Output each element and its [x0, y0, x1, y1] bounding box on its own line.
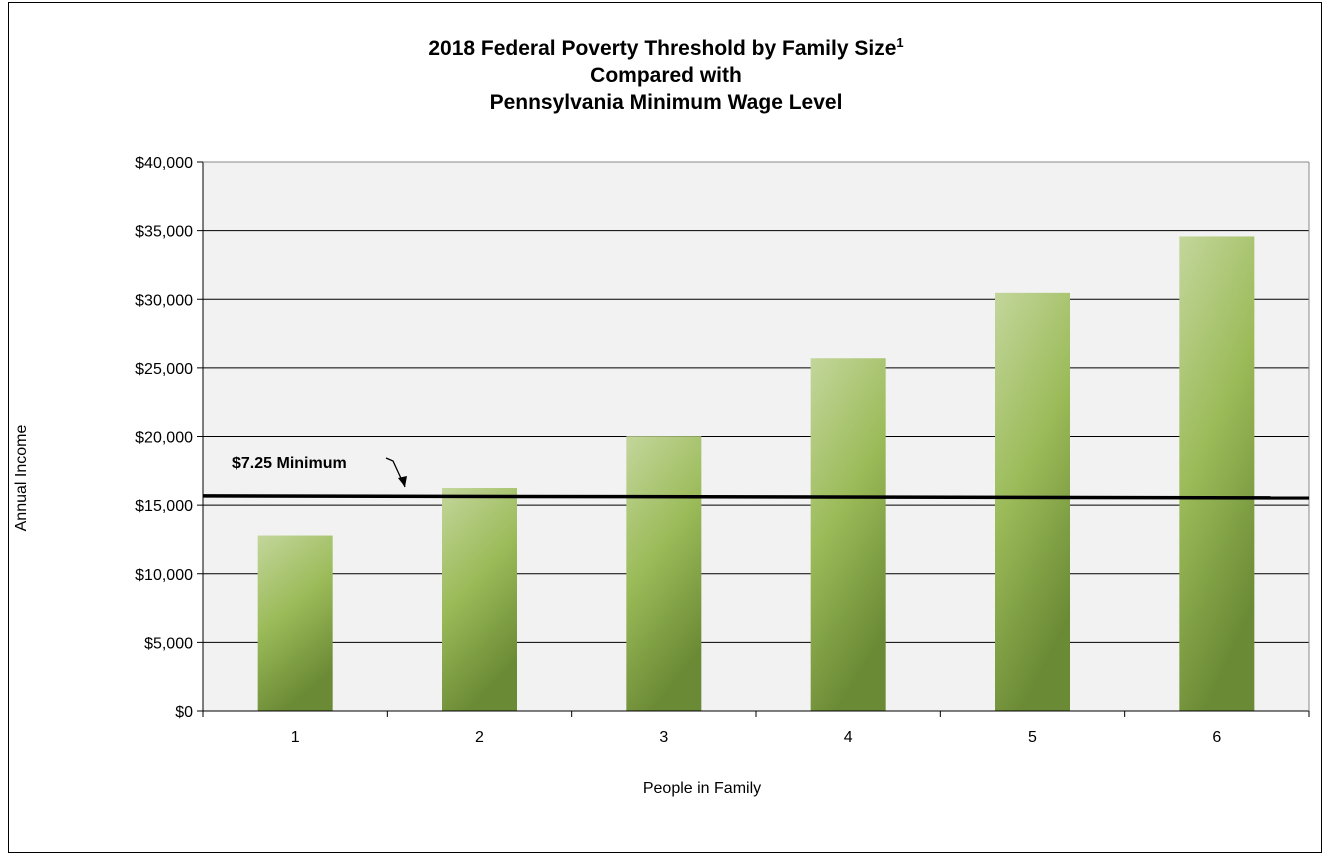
- title-line-3: Pennsylvania Minimum Wage Level: [489, 91, 843, 114]
- y-tick-label: $30,000: [135, 292, 193, 309]
- title-footnote: 1: [896, 35, 904, 50]
- y-tick-label: $5,000: [144, 635, 193, 652]
- x-tick-label: 5: [1028, 729, 1037, 746]
- x-tick-label: 2: [475, 729, 484, 746]
- minimum-wage-label: $7.25 Minimum: [232, 455, 347, 472]
- bar: [626, 436, 702, 711]
- x-tick-label: 4: [844, 729, 853, 746]
- chart-title: 2018 Federal Poverty Threshold by Family…: [9, 29, 1323, 116]
- x-tick-label: 3: [659, 729, 668, 746]
- y-tick-label: $40,000: [135, 155, 193, 172]
- y-tick-label: $15,000: [135, 498, 193, 515]
- bar: [1179, 236, 1255, 712]
- minimum-wage-line: [202, 494, 1310, 500]
- y-tick-label: $10,000: [135, 567, 193, 584]
- title-line-2: Compared with: [590, 64, 742, 87]
- y-tick-label: $0: [175, 704, 193, 721]
- x-tick-label: 1: [291, 729, 300, 746]
- y-tick-label: $25,000: [135, 361, 193, 378]
- y-tick-label: $20,000: [135, 430, 193, 447]
- y-tick-label: $35,000: [135, 224, 193, 241]
- bar: [995, 292, 1070, 711]
- bar: [810, 358, 886, 711]
- bar: [257, 535, 333, 711]
- arrowhead-icon: [398, 476, 407, 487]
- x-tick-label: 6: [1212, 729, 1221, 746]
- title-line-1: 2018 Federal Poverty Threshold by Family…: [428, 35, 904, 60]
- bar: [442, 488, 517, 711]
- y-axis-label: Annual Income: [13, 424, 30, 532]
- x-axis-label: People in Family: [642, 780, 762, 797]
